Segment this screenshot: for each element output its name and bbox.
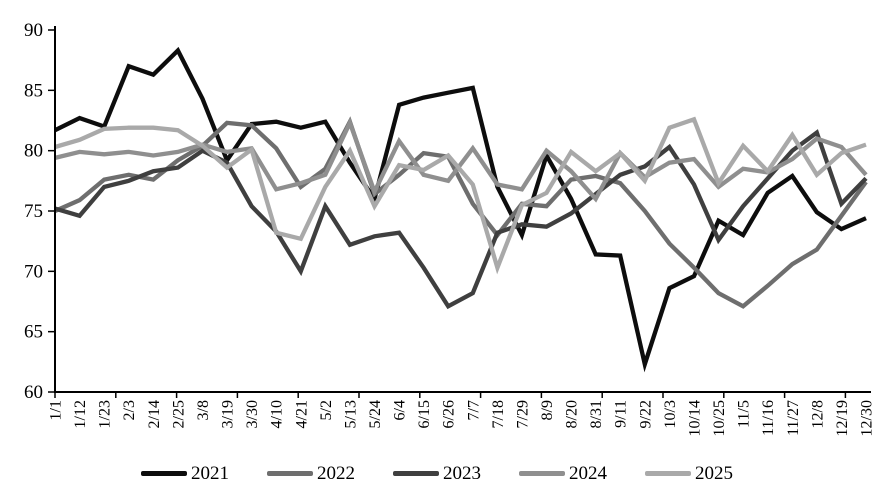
legend-item-2022: 2022 [267,464,355,483]
series-line-2025 [54,116,867,275]
legend-item-2023: 2023 [393,464,481,483]
x-tick-label: 5/24 [367,400,384,428]
series-lines [54,46,868,373]
legend-swatch-2024 [519,470,565,476]
x-tick-label: 10/14 [686,400,703,436]
x-tick-label: 7/29 [514,400,531,428]
y-axis-ticks [48,29,55,393]
y-tick-label: 65 [24,322,43,343]
x-tick-label: 3/8 [195,400,212,420]
x-tick-label: 1/12 [72,400,89,428]
x-tick-label: 11/16 [760,400,777,436]
legend-label-2022: 2022 [317,462,355,484]
x-tick-label: 1/23 [97,400,114,428]
legend-label-2025: 2025 [695,462,733,484]
legend-label-2024: 2024 [569,462,607,484]
y-tick-label: 90 [24,20,43,41]
legend-label-2023: 2023 [443,462,481,484]
x-tick-label: 8/31 [588,400,605,428]
y-tick-label: 85 [24,80,43,101]
x-tick-label: 5/2 [318,400,335,420]
x-tick-label: 6/4 [392,400,409,420]
legend-item-2025: 2025 [645,464,733,483]
x-tick-label: 9/22 [637,400,654,428]
x-tick-label: 6/15 [416,400,433,428]
legend-swatch-2025 [645,470,691,476]
x-tick-label: 9/11 [613,400,630,428]
legend-item-2021: 2021 [141,464,229,483]
series-line-2021 [54,46,867,373]
x-tick-label: 7/18 [490,400,507,428]
series-line-2024 [54,117,868,203]
x-tick-label: 10/3 [662,400,679,428]
legend-item-2024: 2024 [519,464,607,483]
x-tick-label: 2/14 [146,400,163,428]
x-tick-label: 12/30 [859,400,874,436]
x-tick-label: 4/10 [269,400,286,428]
x-tick-label: 1/1 [48,400,65,420]
series-line-2022 [54,116,868,309]
x-tick-label: 11/5 [736,400,753,428]
y-tick-label: 75 [24,201,43,222]
x-tick-label: 12/8 [809,400,826,428]
legend-label-2021: 2021 [191,462,229,484]
y-tick-label: 70 [24,261,43,282]
y-tick-label: 60 [24,382,43,403]
series-line-2023 [54,129,868,310]
legend-swatch-2021 [141,470,187,476]
x-tick-label: 3/30 [244,400,261,428]
x-tick-label: 12/19 [834,400,851,436]
x-tick-label: 4/21 [293,400,310,428]
y-tick-label: 80 [24,141,43,162]
line-chart-svg: 90 85 80 75 70 65 60 1/1 1/12 1/23 2/3 2/14 2/25 3/8… [24,20,874,436]
x-tick-label: 5/13 [342,400,359,428]
x-tick-label: 2/3 [121,400,138,420]
x-tick-label: 2/25 [170,400,187,428]
x-tick-label: 8/20 [564,400,581,428]
legend: 2021 2022 2023 2024 2025 [0,459,874,487]
legend-swatch-2023 [393,470,439,476]
legend-swatch-2022 [267,470,313,476]
x-tick-label: 10/25 [711,400,728,436]
x-tick-label: 7/7 [465,400,482,420]
x-tick-label: 8/9 [539,400,556,420]
y-axis-labels: 90 85 80 75 70 65 60 [24,20,43,403]
x-axis-labels: 1/1 1/12 1/23 2/3 2/14 2/25 3/8 3/19 3/30 4/10 4/2… [48,400,874,436]
x-tick-label: 6/26 [441,400,458,428]
x-tick-label: 11/27 [785,400,802,436]
x-tick-label: 3/19 [220,400,237,428]
